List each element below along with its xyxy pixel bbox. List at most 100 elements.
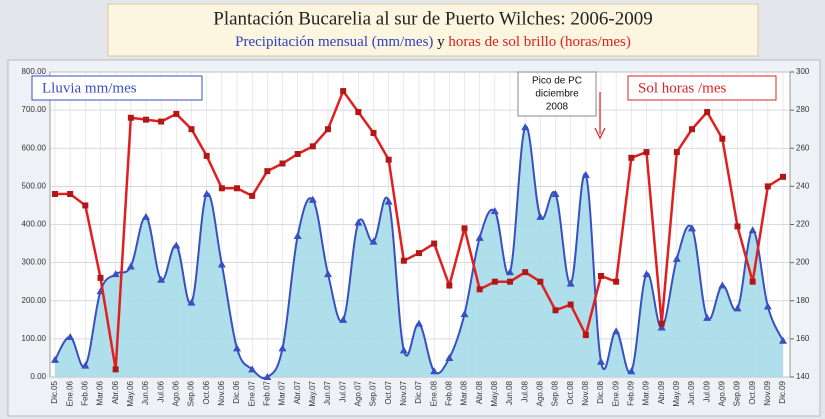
x-tick-label: Abr.09 [657, 380, 666, 404]
y-tick-label: 0.00 [30, 372, 46, 381]
y-tick-label: 500.00 [22, 181, 47, 190]
x-tick-label: Jun.06 [141, 380, 150, 405]
x-tick-label: Oct.07 [384, 380, 393, 404]
rain-marker [460, 310, 469, 318]
y-tick-label: 300.00 [22, 258, 47, 267]
sun-marker [567, 301, 574, 308]
legend-box [31, 75, 203, 101]
sun-marker [628, 154, 635, 161]
annotation-text: diciembre [535, 89, 579, 100]
rain-marker [142, 212, 150, 220]
rain-marker [278, 344, 287, 352]
x-tick-label: Jul.06 [156, 380, 165, 402]
x-tick-label: Ene.06 [65, 380, 74, 406]
x-tick-label: Ago.08 [535, 380, 544, 406]
rain-marker [415, 319, 423, 327]
x-tick-label: Jun.07 [323, 380, 332, 405]
rain-marker [445, 353, 454, 361]
sun-marker [476, 286, 483, 293]
subtitle-part: horas de sol brillo (horas/mes) [448, 34, 630, 50]
rain-marker [612, 327, 621, 335]
rain-marker [642, 270, 651, 278]
x-tick-label: Abr.06 [111, 380, 120, 404]
rain-marker [308, 195, 317, 203]
rain-marker [748, 226, 757, 234]
x-tick-label: Abr.07 [293, 380, 302, 404]
title-box [107, 3, 759, 57]
rain-marker [703, 313, 712, 321]
sun-marker [749, 278, 756, 285]
sun-marker [234, 185, 240, 192]
x-tick-label: Dic.06 [232, 380, 241, 403]
legend-label: Lluvia mm/mes [42, 80, 137, 96]
x-tick-label: Abr.08 [475, 380, 484, 404]
sun-marker [188, 126, 195, 133]
rain-marker [81, 361, 90, 369]
x-tick-label: Feb.07 [262, 380, 271, 405]
rain-marker [688, 224, 696, 232]
sun-marker [127, 114, 134, 121]
rain-marker [430, 367, 439, 375]
sun-marker [537, 278, 544, 285]
rain-marker [217, 260, 226, 268]
rain-marker [733, 304, 742, 312]
rain-marker [248, 365, 257, 373]
rain-marker [263, 373, 272, 380]
sun-marker [325, 126, 331, 133]
sun-marker [218, 185, 225, 192]
x-tick-label: Jul.07 [338, 380, 347, 402]
x-tick-label: May.09 [672, 380, 681, 406]
x-tick-label: Nov.08 [581, 380, 590, 405]
rain-marker [293, 231, 302, 239]
rain-marker [779, 336, 787, 344]
y2-tick-label: 180 [796, 296, 810, 305]
sun-marker [370, 130, 377, 136]
x-tick-label: Ene.07 [247, 380, 256, 406]
y-tick-label: 400.00 [22, 220, 47, 229]
annotation-text: 2008 [546, 102, 569, 113]
sun-marker [598, 272, 604, 279]
y-tick-label: 100.00 [22, 334, 47, 343]
x-tick-label: Ene.09 [611, 380, 620, 406]
x-tick-label: Feb.08 [444, 380, 453, 405]
y2-tick-label: 140 [796, 372, 810, 381]
x-tick-label: Feb.06 [80, 380, 89, 405]
sun-marker [522, 269, 529, 276]
subtitle-part: y [437, 34, 445, 50]
sun-marker [780, 173, 786, 180]
rain-marker [672, 254, 681, 262]
sun-marker [613, 278, 620, 285]
y2-tick-label: 300 [796, 67, 810, 76]
x-tick-label: May.07 [308, 380, 317, 406]
rain-marker [339, 315, 348, 323]
rain-marker [187, 298, 196, 306]
x-tick-label: May.06 [126, 380, 135, 406]
rain-marker [551, 190, 560, 197]
sun-marker [67, 191, 74, 197]
chart-title: Plantación Bucarelia al sur de Puerto Wi… [213, 8, 652, 29]
x-tick-label: Jun.09 [687, 380, 696, 405]
x-tick-label: Nov.09 [763, 380, 772, 405]
sun-marker [446, 282, 453, 289]
rain-marker [763, 302, 772, 310]
sun-marker [173, 110, 180, 117]
x-tick-label: Oct.06 [202, 380, 211, 404]
rain-marker [718, 281, 727, 289]
sun-marker [294, 150, 301, 157]
x-tick-label: Jul.09 [702, 380, 711, 402]
x-tick-label: Sep.08 [551, 380, 560, 406]
sun-marker [431, 240, 438, 247]
annotation-box [517, 71, 597, 117]
x-tick-label: Mar.06 [96, 380, 105, 405]
sun-marker [673, 149, 680, 156]
rain-marker [657, 323, 666, 331]
sun-marker [643, 149, 650, 156]
x-tick-label: Dic.05 [50, 380, 59, 403]
x-tick-label: Ene.08 [429, 380, 438, 406]
x-tick-label: Nov.07 [399, 380, 408, 405]
sun-marker [764, 183, 771, 190]
rain-marker [490, 207, 499, 215]
x-tick-label: Oct.08 [566, 380, 575, 404]
sun-marker [112, 366, 119, 373]
x-tick-label: Sep.06 [187, 380, 196, 406]
